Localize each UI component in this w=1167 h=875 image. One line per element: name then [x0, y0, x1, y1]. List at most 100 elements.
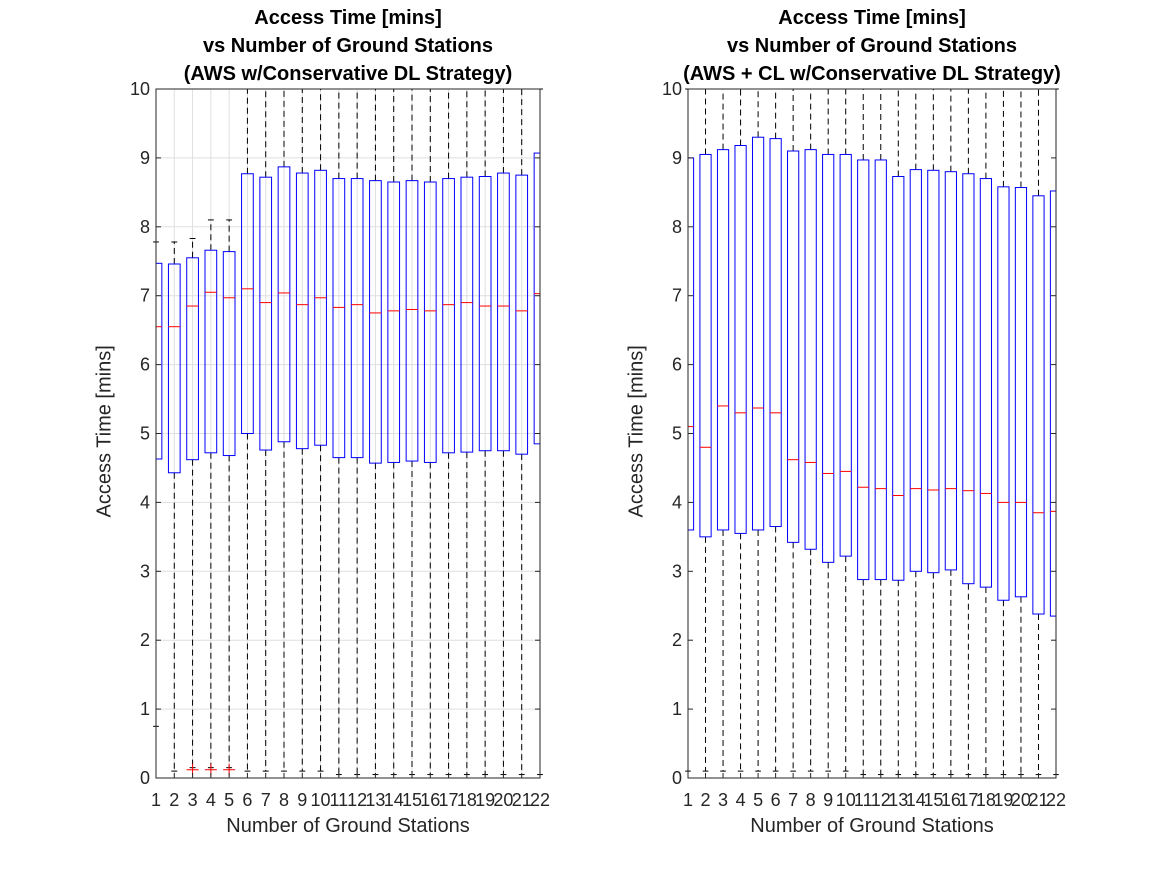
iqr-box: [460, 176, 474, 453]
iqr-box: [186, 257, 199, 461]
iqr-box: [822, 153, 835, 563]
iqr-box: [734, 144, 747, 534]
right-box-11: [857, 88, 870, 776]
right-xtick-label: 11: [854, 790, 873, 810]
right-ytick-label: 8: [672, 217, 682, 237]
right-xtick-label: 18: [976, 790, 996, 810]
iqr-box: [222, 251, 236, 457]
iqr-box: [350, 178, 364, 459]
right-axes-frame: [687, 88, 1057, 779]
right-box-16: [944, 88, 957, 776]
iqr-box: [497, 172, 510, 452]
right-box-21: [1032, 88, 1045, 776]
left-xtick-label: 18: [457, 790, 477, 810]
left-xtick-label: 8: [279, 790, 289, 810]
right-box-9: [822, 88, 835, 772]
left-box-13: [369, 88, 382, 776]
iqr-box: [874, 159, 887, 581]
right-box-4: [734, 88, 747, 772]
right-xtick-label: 19: [993, 790, 1013, 810]
right-box-1: [685, 88, 695, 772]
iqr-box: [1014, 187, 1028, 598]
right-x-axis-label: Number of Ground Stations: [750, 815, 994, 837]
right-box-15: [927, 88, 940, 776]
right-title-line-3: (AWS + CL w/Conservative DL Strategy): [683, 63, 1061, 85]
iqr-box: [857, 159, 870, 581]
left-box-15: [405, 88, 419, 776]
left-xtick-label: 6: [242, 790, 252, 810]
right-title-line-2: vs Number of Ground Stations: [726, 35, 1018, 57]
right-box-10: [839, 88, 852, 772]
left-xtick-label: 11: [330, 790, 349, 810]
left-xtick-label: 2: [169, 790, 179, 810]
right-ytick-label: 5: [672, 424, 682, 444]
iqr-box: [423, 181, 437, 463]
right-xtick-label: 16: [941, 790, 961, 810]
iqr-box: [167, 263, 181, 474]
left-x-axis-label: Number of Ground Stations: [226, 815, 470, 837]
iqr-box: [962, 173, 975, 585]
outlier-marker: [204, 763, 217, 776]
left-box-14: [387, 88, 401, 776]
iqr-box: [909, 169, 922, 572]
left-box-12: [350, 88, 364, 776]
right-box-18: [979, 88, 993, 776]
left-xtick-label: 5: [224, 790, 234, 810]
left-ytick-label: 7: [140, 286, 150, 306]
left-box-11: [332, 88, 346, 776]
right-y-axis-label: Access Time [mins]: [625, 345, 648, 518]
left-xtick-label: 10: [311, 790, 331, 810]
right-box-12: [874, 88, 887, 776]
left-ytick-label: 8: [140, 217, 150, 237]
left-ytick-label: 2: [140, 630, 150, 650]
left-box-8: [277, 88, 291, 772]
left-box-2: [167, 241, 181, 772]
iqr-box: [892, 176, 905, 581]
left-box-21: [515, 88, 529, 776]
right-ytick-label: 9: [672, 148, 682, 168]
left-axes-frame: [155, 88, 541, 779]
left-xtick-label: 17: [439, 790, 459, 810]
iqr-box: [1049, 190, 1057, 617]
right-chart-title: Access Time [mins] vs Number of Ground S…: [660, 4, 1084, 88]
iqr-box: [405, 180, 419, 462]
right-box-3: [716, 88, 730, 772]
iqr-box: [295, 172, 309, 450]
right-ytick-label: 2: [672, 630, 682, 650]
right-xtick-label: 13: [888, 790, 908, 810]
iqr-box: [533, 152, 541, 445]
left-xtick-label: 15: [402, 790, 422, 810]
right-xtick-label: 9: [823, 790, 833, 810]
iqr-box: [314, 169, 327, 446]
iqr-box: [277, 166, 291, 443]
iqr-box: [769, 138, 782, 528]
right-ytick-label: 3: [672, 561, 682, 581]
left-box-22: [533, 88, 543, 776]
right-ytick-label: 6: [672, 355, 682, 375]
left-y-axis-label: Access Time [mins]: [93, 345, 116, 518]
left-box-4: [204, 219, 218, 776]
left-chart-title: Access Time [mins] vs Number of Ground S…: [156, 4, 540, 88]
right-box-19: [997, 88, 1010, 776]
left-ytick-label: 6: [140, 355, 150, 375]
left-xtick-label: 3: [188, 790, 198, 810]
right-xtick-label: 15: [923, 790, 943, 810]
iqr-box: [478, 176, 492, 452]
right-ytick-label: 0: [672, 768, 682, 788]
left-ytick-label: 4: [140, 492, 150, 512]
iqr-box: [787, 150, 800, 543]
iqr-box: [804, 149, 817, 550]
right-box-2: [699, 88, 712, 772]
right-xtick-label: 17: [958, 790, 978, 810]
left-xtick-label: 9: [297, 790, 307, 810]
right-xtick-label: 1: [683, 790, 693, 810]
right-xtick-label: 12: [871, 790, 891, 810]
iqr-box: [259, 176, 273, 451]
right-xtick-label: 4: [736, 790, 746, 810]
right-xtick-label: 14: [906, 790, 926, 810]
left-plot-area: [156, 89, 540, 778]
iqr-box: [204, 249, 218, 454]
right-xtick-label: 22: [1046, 790, 1066, 810]
right-box-14: [909, 88, 922, 776]
right-box-7: [787, 88, 800, 772]
